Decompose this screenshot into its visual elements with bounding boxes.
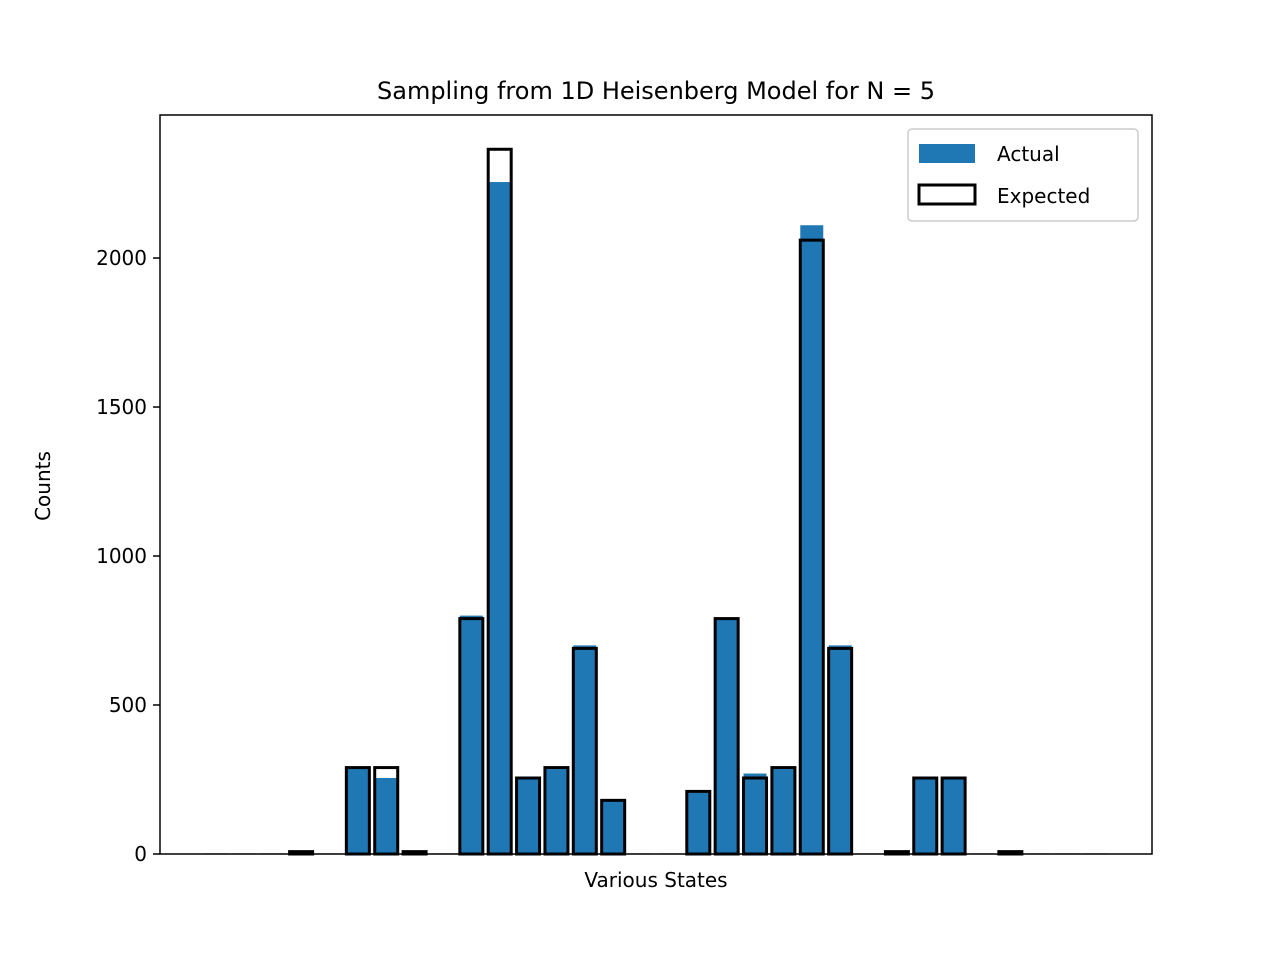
legend: Actual Expected — [907, 128, 1139, 222]
legend-swatch-actual — [919, 144, 975, 163]
actual-bar — [346, 767, 370, 854]
actual-bar — [771, 769, 795, 854]
legend-label-expected: Expected — [997, 184, 1090, 208]
actual-bar — [573, 645, 597, 854]
y-axis-label: Counts — [31, 451, 55, 521]
actual-bar — [800, 225, 824, 854]
y-tick-label: 2000 — [96, 246, 147, 270]
y-tick-label: 1500 — [96, 395, 147, 419]
y-tick-label: 1000 — [96, 544, 147, 568]
actual-bar — [374, 778, 398, 854]
actual-bar — [828, 645, 852, 854]
actual-bars-group — [204, 182, 1107, 855]
actual-bar — [686, 792, 710, 854]
actual-bar — [743, 773, 767, 854]
x-axis-label: Various States — [584, 868, 727, 892]
actual-bar — [516, 779, 540, 854]
actual-bar — [913, 779, 937, 854]
chart-title: Sampling from 1D Heisenberg Model for N … — [377, 77, 935, 105]
legend-label-actual: Actual — [997, 142, 1060, 166]
y-tick-label: 500 — [109, 693, 147, 717]
actual-bar — [601, 800, 625, 854]
actual-bar — [488, 182, 512, 855]
legend-swatch-expected — [917, 183, 977, 206]
actual-bar — [715, 618, 739, 854]
y-tick-label: 0 — [134, 842, 147, 866]
y-axis: 0 500 1000 1500 2000 — [96, 246, 160, 866]
actual-bar — [544, 769, 568, 854]
actual-bar — [459, 615, 483, 854]
plot-frame — [159, 114, 1153, 855]
actual-bar — [942, 779, 966, 854]
